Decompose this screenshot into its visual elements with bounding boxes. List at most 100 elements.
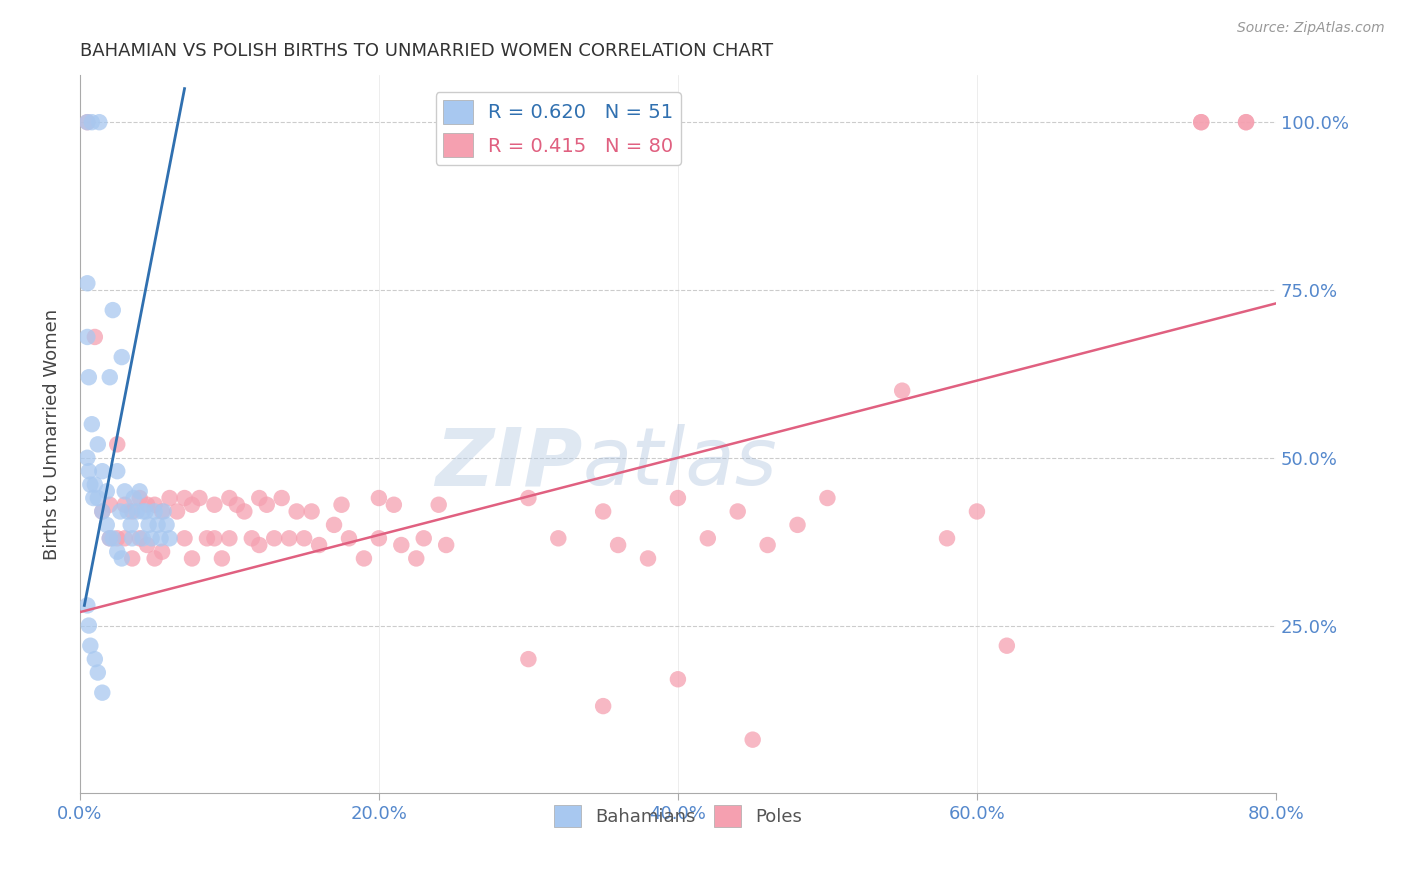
Point bbox=[666, 491, 689, 505]
Legend: Bahamians, Poles: Bahamians, Poles bbox=[547, 798, 810, 835]
Point bbox=[382, 498, 405, 512]
Point bbox=[122, 491, 145, 505]
Point bbox=[225, 498, 247, 512]
Point bbox=[412, 531, 434, 545]
Point bbox=[155, 517, 177, 532]
Point bbox=[270, 491, 292, 505]
Point bbox=[323, 517, 346, 532]
Point bbox=[592, 699, 614, 714]
Text: atlas: atlas bbox=[582, 424, 778, 502]
Point bbox=[80, 417, 103, 432]
Point bbox=[91, 504, 114, 518]
Point bbox=[330, 498, 353, 512]
Point bbox=[80, 115, 103, 129]
Point bbox=[76, 450, 98, 465]
Point bbox=[427, 498, 450, 512]
Point bbox=[727, 504, 749, 518]
Point bbox=[166, 504, 188, 518]
Point bbox=[247, 538, 270, 552]
Point bbox=[405, 551, 427, 566]
Point bbox=[607, 538, 630, 552]
Point bbox=[141, 531, 163, 545]
Point bbox=[91, 686, 114, 700]
Point bbox=[98, 531, 121, 545]
Point bbox=[121, 551, 143, 566]
Point bbox=[592, 504, 614, 518]
Point bbox=[77, 464, 100, 478]
Point bbox=[105, 464, 128, 478]
Point bbox=[256, 498, 278, 512]
Point bbox=[76, 277, 98, 291]
Point bbox=[76, 330, 98, 344]
Point bbox=[128, 531, 150, 545]
Point bbox=[1234, 115, 1257, 129]
Point bbox=[76, 599, 98, 613]
Point bbox=[121, 504, 143, 518]
Point bbox=[301, 504, 323, 518]
Point bbox=[292, 531, 315, 545]
Point bbox=[1189, 115, 1212, 129]
Point bbox=[247, 491, 270, 505]
Point bbox=[98, 370, 121, 384]
Point bbox=[131, 504, 153, 518]
Point bbox=[111, 350, 134, 364]
Point bbox=[308, 538, 330, 552]
Point bbox=[891, 384, 914, 398]
Point bbox=[143, 551, 166, 566]
Point bbox=[114, 484, 136, 499]
Point bbox=[367, 491, 389, 505]
Point bbox=[233, 504, 256, 518]
Point bbox=[188, 491, 211, 505]
Point bbox=[181, 551, 204, 566]
Point bbox=[143, 504, 166, 518]
Point bbox=[96, 517, 118, 532]
Point bbox=[815, 491, 838, 505]
Point bbox=[120, 517, 142, 532]
Point bbox=[204, 531, 226, 545]
Point bbox=[87, 491, 110, 505]
Point bbox=[434, 538, 457, 552]
Point bbox=[152, 504, 174, 518]
Point bbox=[87, 437, 110, 451]
Point bbox=[150, 545, 173, 559]
Point bbox=[125, 504, 148, 518]
Point bbox=[83, 477, 105, 491]
Point bbox=[285, 504, 308, 518]
Point bbox=[786, 517, 808, 532]
Point bbox=[547, 531, 569, 545]
Text: Source: ZipAtlas.com: Source: ZipAtlas.com bbox=[1237, 21, 1385, 35]
Point bbox=[77, 370, 100, 384]
Point bbox=[263, 531, 285, 545]
Point bbox=[110, 504, 132, 518]
Point bbox=[91, 464, 114, 478]
Point bbox=[114, 498, 136, 512]
Text: BAHAMIAN VS POLISH BIRTHS TO UNMARRIED WOMEN CORRELATION CHART: BAHAMIAN VS POLISH BIRTHS TO UNMARRIED W… bbox=[80, 42, 773, 60]
Point bbox=[240, 531, 263, 545]
Point bbox=[111, 551, 134, 566]
Point bbox=[966, 504, 988, 518]
Point bbox=[128, 491, 150, 505]
Point bbox=[159, 491, 181, 505]
Point bbox=[96, 484, 118, 499]
Y-axis label: Births to Unmarried Women: Births to Unmarried Women bbox=[44, 309, 60, 560]
Point bbox=[204, 498, 226, 512]
Point bbox=[79, 477, 101, 491]
Point bbox=[83, 652, 105, 666]
Point bbox=[173, 491, 195, 505]
Point bbox=[211, 551, 233, 566]
Point bbox=[114, 531, 136, 545]
Point bbox=[101, 531, 124, 545]
Point bbox=[756, 538, 779, 552]
Point bbox=[218, 491, 240, 505]
Point bbox=[936, 531, 959, 545]
Point bbox=[181, 498, 204, 512]
Point bbox=[77, 618, 100, 632]
Point bbox=[1189, 115, 1212, 129]
Point bbox=[517, 491, 540, 505]
Point bbox=[143, 498, 166, 512]
Point bbox=[353, 551, 375, 566]
Point bbox=[173, 531, 195, 545]
Point bbox=[218, 531, 240, 545]
Point bbox=[105, 531, 128, 545]
Point bbox=[995, 639, 1018, 653]
